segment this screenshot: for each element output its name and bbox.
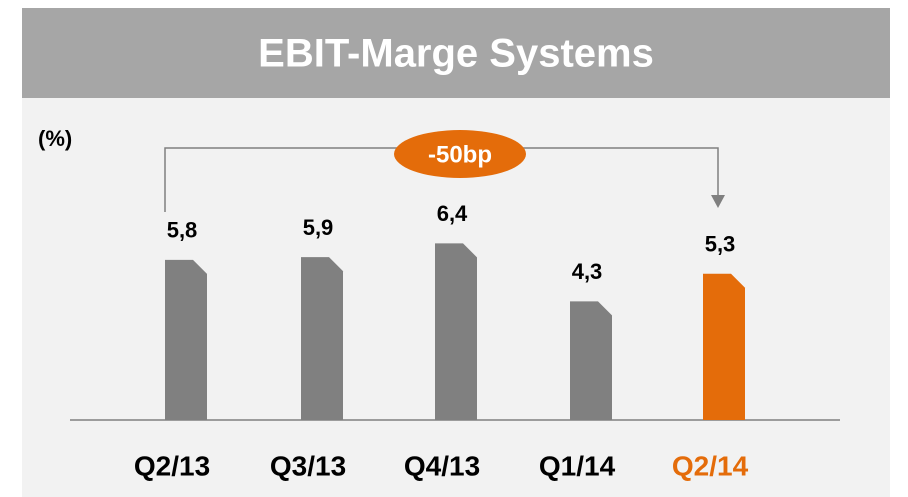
value-label: 6,4 (437, 201, 468, 226)
x-tick-label: Q2/13 (134, 450, 210, 481)
value-label: 5,3 (705, 232, 736, 257)
value-label: 5,9 (303, 215, 334, 240)
value-label: 5,8 (167, 218, 198, 243)
bar (301, 257, 343, 420)
value-label: 4,3 (572, 259, 603, 284)
title-band (22, 8, 890, 98)
x-tick-label: Q4/13 (404, 450, 480, 481)
arrow-head (711, 195, 725, 208)
chart-title: EBIT-Marge Systems (258, 32, 654, 76)
x-tick-label: Q3/13 (270, 450, 346, 481)
bar (570, 301, 612, 420)
annotation-pill (394, 130, 526, 178)
bar (165, 259, 207, 420)
bar (703, 273, 745, 420)
bar (435, 243, 477, 420)
annotation: -50bp (428, 141, 492, 168)
unit-label: (%) (38, 126, 72, 151)
x-tick-label: Q1/14 (539, 450, 616, 481)
x-tick-label: Q2/14 (672, 450, 749, 481)
